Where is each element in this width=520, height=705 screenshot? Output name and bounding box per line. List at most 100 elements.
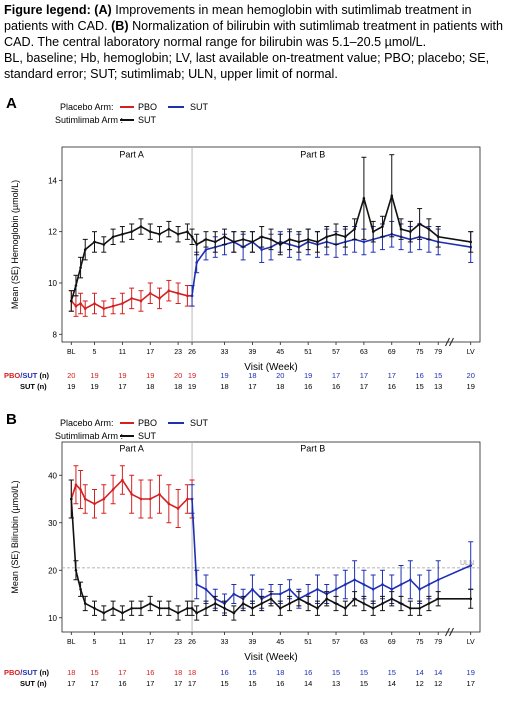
b-x-tick-label-4: 23: [174, 639, 182, 646]
a-n-pbo-0: 20: [67, 371, 75, 380]
b-y-axis-title: Mean (SE) Bilirubin (µmol/L): [10, 480, 20, 593]
b-series-2-point-32: [344, 606, 347, 610]
a-legend-sutimlimab-title: Sutimlimab Arm :: [55, 115, 123, 125]
a-x-tick-label-10: 57: [332, 349, 340, 356]
a-series-2-point-19: [223, 235, 226, 239]
b-series-0-point-2: [79, 488, 82, 491]
b-series-2-point-39: [409, 606, 412, 610]
b-x-tick-label-7: 39: [249, 639, 257, 646]
a-series-2-line: [70, 192, 471, 302]
b-series-0-point-4: [93, 502, 96, 506]
a-series-2-point-28: [306, 238, 310, 241]
a-series-2-point-13: [176, 232, 180, 236]
a-y-tick-label-2: 12: [48, 228, 57, 237]
b-series-1-point-24: [409, 578, 412, 582]
b-series-2-point-9: [139, 606, 143, 610]
b-series-2-point-1: [74, 568, 78, 572]
a-n-sut-2: 17: [118, 382, 126, 391]
panel-b-description: Normalization of bilirubin with sutimlim…: [4, 19, 504, 49]
a-series-2-point-2: [79, 266, 82, 269]
a-x-tick-label-14: 79: [434, 349, 442, 356]
a-series-2-point-37: [390, 194, 394, 198]
b-x-tick-label-12: 69: [388, 639, 396, 646]
b-x-tick-label-6: 33: [221, 639, 229, 646]
a-series-0-line: [70, 289, 192, 310]
panel-a-tag: (A): [94, 3, 112, 17]
b-series-1-point-2: [204, 587, 208, 591]
a-x-tick-label-2: 11: [119, 349, 126, 356]
a-series-2-point-31: [334, 232, 338, 236]
b-series-0-point-13: [176, 507, 180, 510]
b-series-2-point-38: [399, 602, 403, 605]
a-n-sut-9: 16: [304, 382, 312, 391]
b-series-2-point-20: [232, 611, 236, 615]
b-n-sut-7: 15: [248, 679, 256, 688]
b-series-2-point-26: [288, 602, 291, 605]
b-x-tick-label-5: 26: [188, 639, 196, 646]
a-n-sutarm-3: 19: [304, 371, 312, 380]
b-series-1-point-26: [427, 583, 431, 586]
b-series-0-point-8: [130, 492, 133, 496]
b-series-1-point-14: [316, 587, 319, 591]
b-n-sut-8: 16: [276, 679, 284, 688]
b-series-2-point-3: [83, 602, 87, 605]
b-series-2-line: [70, 498, 471, 614]
b-series-2-point-19: [223, 606, 226, 610]
a-series-2-point-22: [251, 240, 254, 244]
b-series-0-point-5: [102, 497, 106, 501]
a-series-0-point-6: [111, 304, 115, 308]
b-x-tick-label-9: 51: [304, 639, 312, 646]
b-series-1-point-22: [390, 587, 394, 591]
b-series-2-point-34: [362, 602, 366, 605]
normal-range-note: The central laboratory normal range for …: [37, 35, 427, 49]
a-n-sut-10: 16: [332, 382, 340, 391]
b-x-tick-label-1: 5: [93, 639, 97, 646]
b-series-2-point-18: [213, 602, 217, 605]
b-series-1-point-19: [362, 583, 366, 586]
a-x-tick-label-12: 69: [388, 349, 396, 356]
b-series-2-point-35: [371, 606, 375, 610]
b-series-1-point-25: [418, 587, 421, 591]
b-series-1-point-18: [353, 578, 356, 582]
b-series-1-point-23: [399, 583, 403, 586]
b-series-2-point-43: [469, 597, 473, 601]
b-series-2-point-41: [427, 602, 431, 605]
a-series-2-point-38: [399, 227, 403, 231]
a-series-2-point-25: [278, 243, 282, 246]
b-series-1-point-0: [190, 497, 194, 501]
a-x-tick-label-13: 75: [416, 349, 424, 356]
a-n-sutarm-5: 17: [360, 371, 368, 380]
a-n-sut-7: 17: [248, 382, 256, 391]
b-n-sut-11: 15: [360, 679, 368, 688]
b-x-tick-label-15: LV: [467, 639, 475, 646]
b-series-0-point-14: [186, 497, 189, 501]
a-n-sutarm-9: 20: [467, 371, 475, 380]
panel-a-description: Improvements in mean hemoglobin with sut…: [4, 3, 472, 33]
a-series-0-point-7: [121, 302, 124, 305]
b-series-1-point-17: [344, 583, 347, 586]
b-n-sutarm-1: 15: [248, 668, 256, 677]
a-series-2-point-30: [325, 235, 329, 239]
a-series-2-point-11: [158, 232, 161, 236]
a-series-2-point-35: [371, 230, 375, 233]
a-series-2-point-40: [418, 222, 421, 226]
a-x-tick-label-8: 45: [276, 349, 284, 356]
b-series-0-point-9: [139, 497, 143, 501]
a-series-2-point-0: [69, 299, 73, 303]
b-series-2-point-28: [306, 602, 310, 605]
a-axis-break-1: [449, 337, 454, 347]
b-series-2-point-5: [102, 611, 106, 615]
b-n-sutarm-8: 14: [434, 668, 442, 677]
a-series-2-point-7: [121, 232, 124, 236]
b-y-tick-label-0: 10: [48, 614, 57, 623]
a-series-0-point-11: [158, 297, 161, 300]
a-part-label-1: Part B: [300, 149, 325, 159]
b-series-2-point-12: [167, 606, 171, 610]
figure-legend: Figure legend: (A) Improvements in mean …: [4, 2, 516, 82]
a-plot-frame: [61, 146, 481, 343]
b-n-sut-10: 13: [332, 679, 340, 688]
a-series-2-point-26: [288, 238, 291, 241]
a-x-tick-label-15: LV: [467, 349, 475, 356]
a-series-2-point-27: [297, 240, 301, 244]
b-series-1-point-7: [251, 587, 254, 591]
